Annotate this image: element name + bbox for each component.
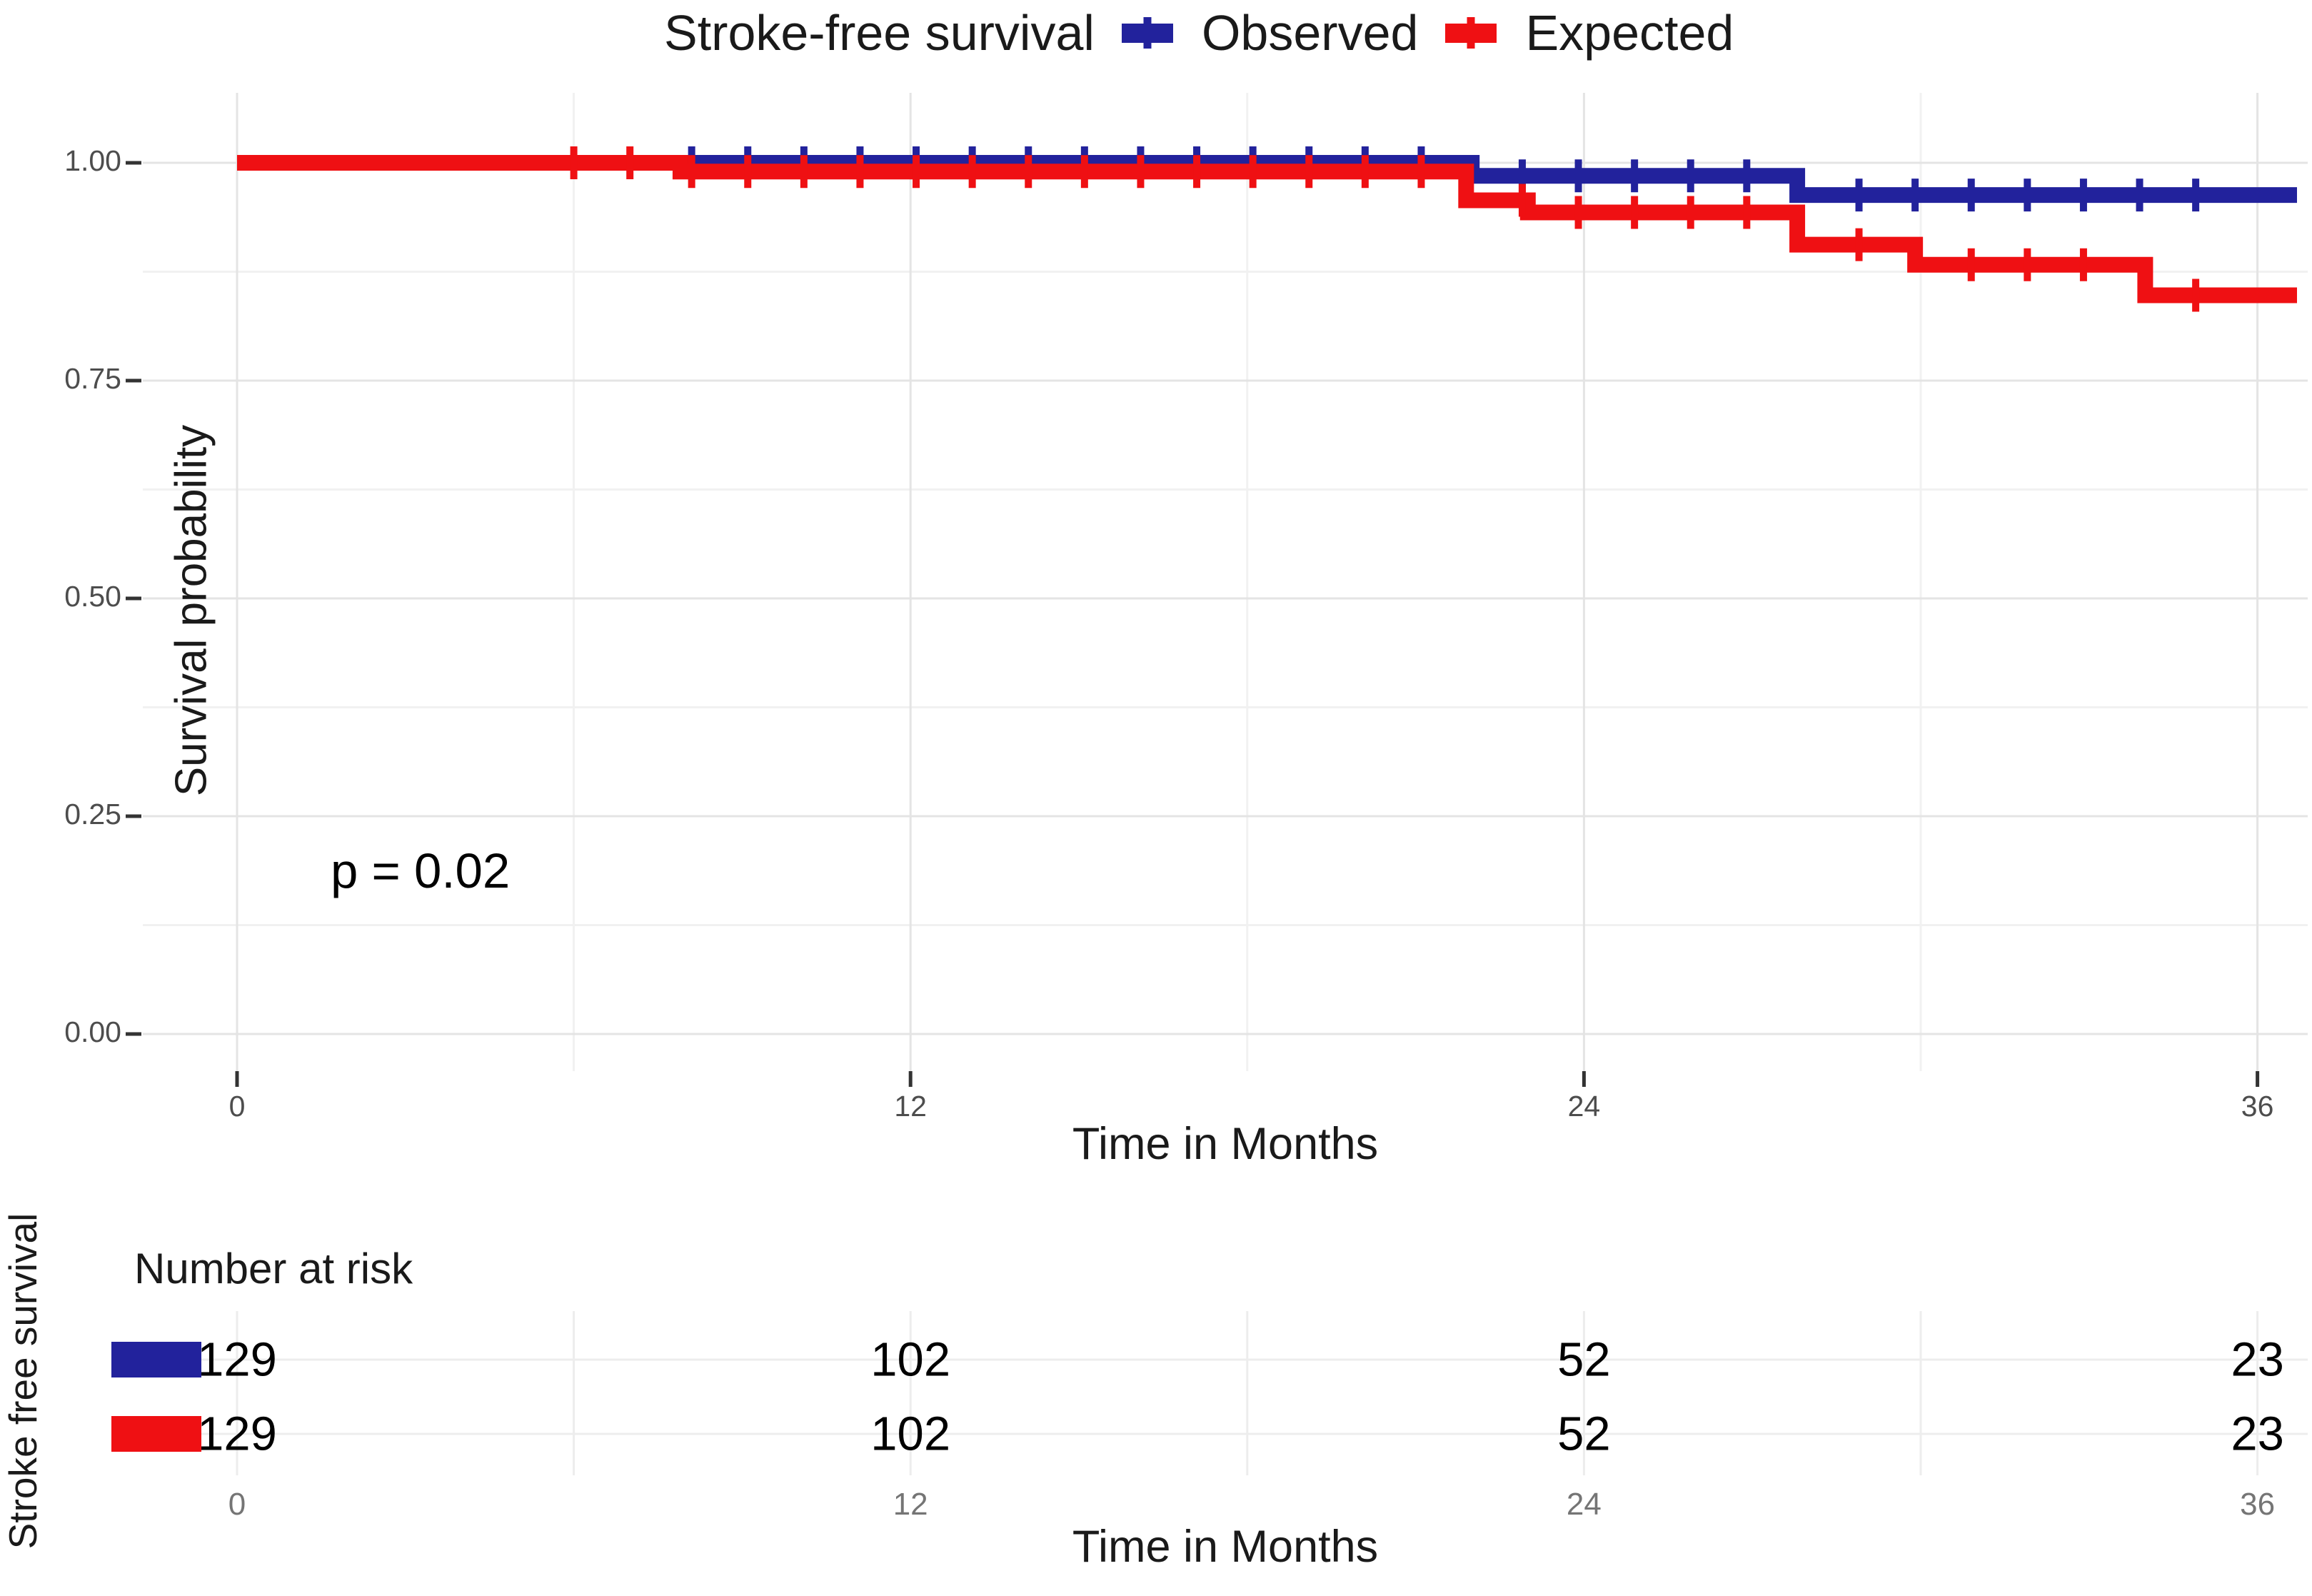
risk-count-observed: 102 xyxy=(870,1332,951,1387)
y-tick-label: 0.50 xyxy=(64,580,121,613)
y-tick-label: 0.25 xyxy=(64,798,121,830)
risk-table-x-axis-title: Time in Months xyxy=(1072,1522,1379,1572)
p-value-annotation: p = 0.02 xyxy=(331,843,511,898)
risk-count-observed: 23 xyxy=(2231,1332,2284,1387)
risk-count-observed: 52 xyxy=(1557,1332,1611,1387)
risk-count-expected: 52 xyxy=(1557,1407,1611,1461)
y-tick-label: 0.75 xyxy=(64,362,121,395)
risk-count-expected: 23 xyxy=(2231,1407,2284,1461)
observed-legend-key-icon xyxy=(1121,17,1173,49)
y-tick-label: 0.00 xyxy=(64,1015,121,1048)
x-tick-label: 0 xyxy=(228,1090,246,1123)
legend-item-observed: Observed xyxy=(1121,4,1419,61)
legend-item-expected: Expected xyxy=(1445,4,1734,61)
y-axis-title: Survival probability xyxy=(166,424,216,797)
expected-legend-key-icon xyxy=(1445,17,1497,49)
y-tick-label: 1.00 xyxy=(64,144,121,177)
chart-header: Stroke-free survival Observed Expected xyxy=(664,0,1734,66)
risk-count-expected: 102 xyxy=(870,1407,951,1461)
risk-table-title: Number at risk xyxy=(134,1245,413,1293)
risk-axis-tick-label: 24 xyxy=(1566,1487,1602,1522)
legend-label-expected: Expected xyxy=(1525,5,1734,61)
expected-row-swatch-icon xyxy=(111,1416,201,1452)
risk-table-group-axis-label: Stroke free survival xyxy=(1,1213,45,1550)
x-tick-label: 12 xyxy=(894,1090,927,1123)
risk-axis-tick-label: 36 xyxy=(2240,1487,2276,1522)
risk-count-expected: 129 xyxy=(197,1407,277,1461)
expected-survival-curve xyxy=(237,155,2297,303)
risk-axis-tick-label: 12 xyxy=(893,1487,928,1522)
observed-row-swatch-icon xyxy=(111,1342,201,1377)
risk-count-observed: 129 xyxy=(197,1332,277,1387)
x-tick-label: 24 xyxy=(1567,1090,1601,1123)
chart-title: Stroke-free survival xyxy=(664,5,1095,61)
legend-label-observed: Observed xyxy=(1201,5,1419,61)
x-tick-label: 36 xyxy=(2241,1090,2274,1123)
x-axis-title: Time in Months xyxy=(1072,1119,1379,1169)
risk-axis-tick-label: 0 xyxy=(228,1487,246,1522)
